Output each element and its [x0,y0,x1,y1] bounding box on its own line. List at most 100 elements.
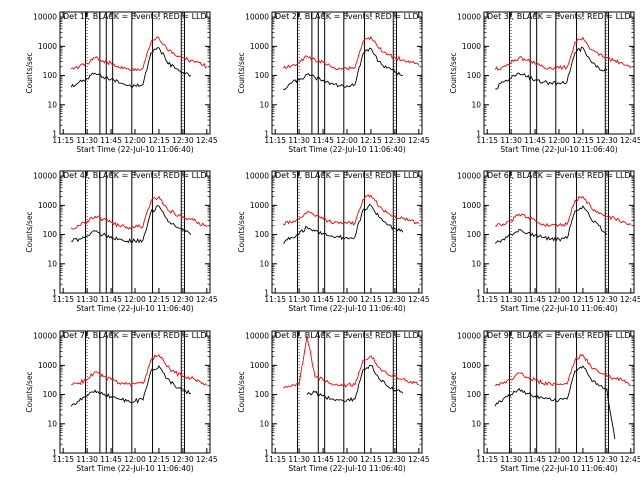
y-tick-label: 100 [255,230,270,239]
y-tick-label: 1 [52,130,57,139]
detector-panel: Det 7f, BLACK = Events, RED = LLD1101001… [25,330,218,473]
x-tick-label: 11:30 [76,455,98,464]
lld-series-line [282,35,420,71]
x-tick-label: 11:30 [288,455,310,464]
x-tick-label: 12:15 [360,455,382,464]
y-tick-label: 1000 [250,201,269,210]
y-tick-label: 10 [47,419,57,428]
y-tick-label: 100 [43,230,58,239]
y-tick-label: 100 [255,390,270,399]
x-tick-label: 12:45 [620,295,640,304]
x-tick-label: 12:30 [172,295,194,304]
y-tick-label: 100 [467,230,482,239]
x-axis-label: Start Time (22-Jul-10 11:06:40) [288,304,405,313]
x-tick-label: 12:15 [148,136,170,145]
plot-frame [483,170,635,294]
y-tick-label: 1000 [462,361,481,370]
y-tick-label: 10 [259,419,269,428]
x-axis-label: Start Time (22-Jul-10 11:06:40) [76,145,193,154]
x-tick-label: 12:15 [572,136,594,145]
detector-panel: Det 8f, BLACK = Events, RED = LLD1101001… [237,330,430,473]
x-tick-label: 12:00 [124,136,146,145]
lld-series-line [494,353,631,387]
lld-series-line [495,195,632,228]
y-tick-label: 1 [52,289,57,298]
y-tick-label: 1 [476,130,481,139]
x-tick-label: 12:45 [196,455,218,464]
y-tick-label: 100 [467,390,482,399]
x-tick-label: 11:30 [76,136,98,145]
detector-panel: Det 2f, BLACK = Events, RED = LLD1101001… [237,11,430,154]
y-tick-label: 1 [52,449,57,458]
y-tick-label: 100 [255,71,270,80]
y-tick-label: 1000 [250,42,269,51]
x-tick-label: 11:15 [52,295,74,304]
x-tick-label: 12:30 [384,455,406,464]
x-tick-label: 12:00 [336,455,358,464]
y-axis-label: Counts/sec [25,52,34,93]
x-axis-label: Start Time (22-Jul-10 11:06:40) [500,145,617,154]
lld-series-line [494,36,632,71]
detector-panel: Det 5f, BLACK = Events, RED = LLD1101001… [237,170,430,313]
y-tick-label: 1000 [38,361,57,370]
detector-panel: Det 6f, BLACK = Events, RED = LLD1101001… [449,170,640,313]
y-axis-label: Counts/sec [449,211,458,252]
detector-panel: Det 9f, BLACK = Events, RED = LLD1101001… [449,330,640,473]
x-tick-label: 12:30 [596,136,618,145]
x-tick-label: 11:30 [288,295,310,304]
x-tick-label: 12:30 [384,295,406,304]
x-tick-label: 11:30 [288,136,310,145]
y-tick-label: 1000 [38,201,57,210]
plot-frame [271,170,423,294]
x-tick-label: 12:15 [572,455,594,464]
y-tick-label: 10 [47,100,57,109]
y-axis-label: Counts/sec [237,211,246,252]
x-tick-label: 12:00 [548,455,570,464]
x-tick-label: 11:15 [264,136,286,145]
y-tick-label: 1000 [38,42,57,51]
x-tick-label: 12:45 [408,136,430,145]
x-tick-label: 12:30 [172,455,194,464]
y-tick-label: 10000 [457,172,481,181]
plot-frame [271,330,423,454]
events-series-line [70,47,192,89]
y-tick-label: 1000 [250,361,269,370]
lld-series-line [70,195,208,230]
x-tick-label: 12:00 [336,295,358,304]
y-tick-label: 10 [259,259,269,268]
x-tick-label: 12:00 [336,136,358,145]
x-tick-label: 12:00 [548,136,570,145]
x-tick-label: 11:45 [100,295,122,304]
x-tick-label: 12:45 [620,455,640,464]
lld-series-line [282,194,420,226]
y-tick-label: 1 [264,289,269,298]
y-axis-label: Counts/sec [237,371,246,412]
x-tick-label: 11:15 [476,295,498,304]
y-tick-label: 10 [471,100,481,109]
x-tick-label: 12:45 [408,455,430,464]
events-series-line [495,46,608,90]
y-tick-label: 1 [264,130,269,139]
y-axis-label: Counts/sec [449,371,458,412]
y-tick-label: 10000 [33,13,57,22]
y-axis-label: Counts/sec [25,371,34,412]
detector-panel: Det 1f, BLACK = Events, RED = LLD1101001… [25,11,218,154]
events-series-line [70,365,191,407]
x-tick-label: 11:30 [500,455,522,464]
x-tick-label: 11:30 [500,136,522,145]
x-tick-label: 12:45 [196,295,218,304]
y-tick-label: 10000 [245,13,269,22]
x-axis-label: Start Time (22-Jul-10 11:06:40) [500,304,617,313]
y-tick-label: 1000 [462,201,481,210]
y-tick-label: 100 [43,390,58,399]
x-axis-label: Start Time (22-Jul-10 11:06:40) [288,464,405,473]
x-tick-label: 12:30 [596,455,618,464]
x-tick-label: 11:45 [312,136,334,145]
x-axis-label: Start Time (22-Jul-10 11:06:40) [76,464,193,473]
y-tick-label: 10000 [245,332,269,341]
y-tick-label: 10 [47,259,57,268]
x-tick-label: 12:15 [148,295,170,304]
y-tick-label: 10000 [457,332,481,341]
y-tick-label: 1 [476,449,481,458]
